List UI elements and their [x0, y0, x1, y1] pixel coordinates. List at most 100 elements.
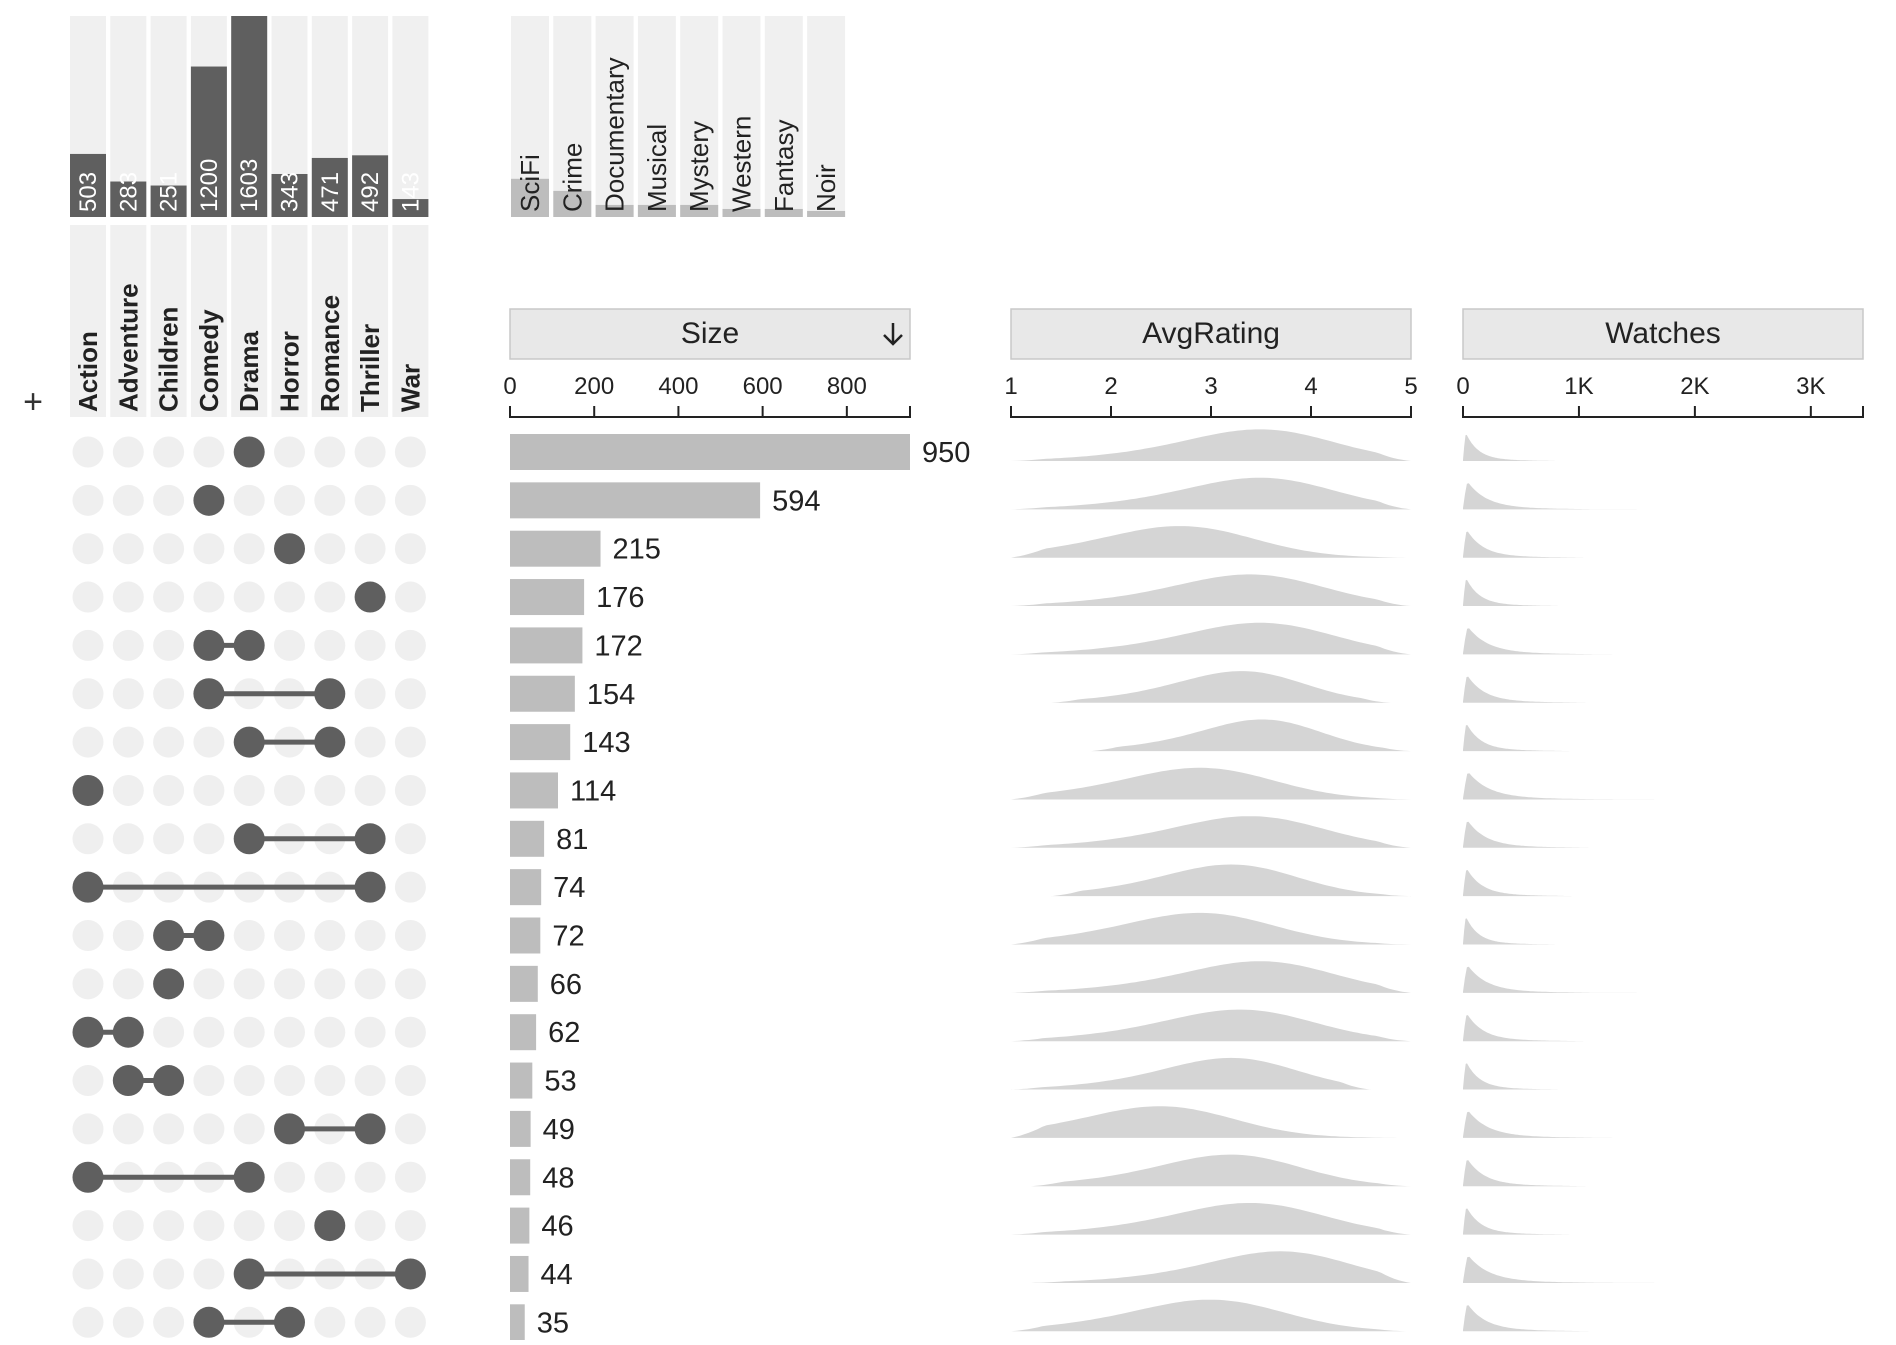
size-bar [510, 1110, 531, 1147]
matrix-dot-horror [274, 1113, 305, 1145]
matrix-dot-empty [274, 436, 305, 468]
set-size-bar-romance [311, 157, 348, 217]
matrix-dot-empty [72, 533, 104, 565]
matrix-dot-empty [314, 1306, 346, 1338]
watches-density [1463, 676, 1619, 703]
matrix-dot-comedy [193, 484, 225, 516]
matrix-dot-empty [314, 1016, 346, 1048]
matrix-dot-romance [314, 726, 346, 758]
size-bar [510, 627, 583, 664]
matrix-dot-empty [354, 774, 386, 806]
matrix-dot-empty [112, 1210, 144, 1242]
set-label-bg-horror [271, 225, 308, 417]
matrix-dot-comedy [193, 920, 225, 951]
axis-tick-label-size-0: 0 [503, 373, 516, 400]
hidden-set-bar-crime [553, 190, 592, 217]
matrix-dot-empty [72, 726, 104, 758]
matrix-dot-empty [153, 1258, 185, 1290]
matrix-dot-empty [394, 678, 426, 710]
set-label-action: Action [73, 331, 103, 412]
matrix-dot-empty [72, 1065, 104, 1097]
avg-rating-density [1011, 622, 1411, 655]
matrix-dot-empty [394, 1016, 426, 1048]
avg-rating-density [1011, 816, 1411, 848]
watches-density [1463, 966, 1637, 993]
matrix-dot-drama [233, 726, 265, 758]
avg-rating-density [1011, 526, 1411, 558]
matrix-dot-empty [354, 968, 386, 1000]
matrix-dot-comedy [193, 1306, 225, 1338]
axis-tick-label-avgrating-4: 4 [1304, 373, 1317, 400]
watches-densities [1463, 434, 1655, 1332]
hidden-set-bg-noir [807, 16, 846, 217]
hidden-set-label-noir: Noir [811, 164, 841, 212]
axis-tick-label-size-600: 600 [743, 373, 783, 400]
matrix-dot-thriller [354, 581, 386, 613]
matrix-dot-empty [394, 1161, 426, 1193]
add-set-button[interactable]: + [23, 383, 43, 421]
watches-density [1463, 434, 1575, 461]
matrix-dot-empty [72, 1258, 104, 1290]
matrix-dot-action [72, 871, 104, 903]
matrix-dot-empty [314, 1065, 346, 1097]
arrow-down-icon [883, 323, 903, 346]
matrix-dot-empty [153, 774, 185, 806]
size-bar-label: 44 [541, 1259, 573, 1291]
matrix-dot-empty [233, 968, 265, 1000]
matrix-dot-romance [314, 678, 346, 710]
size-bar [510, 869, 542, 906]
size-bar [510, 530, 601, 567]
column-axes: 0 200 400 600 800 1 2 3 4 5 0 1K 2K 3K [503, 373, 1864, 418]
avg-rating-densities [1011, 429, 1411, 1332]
axis-tick-label-avgrating-2: 2 [1104, 373, 1117, 400]
matrix-dot-adventure [112, 1016, 144, 1048]
watches-density [1463, 628, 1646, 655]
size-bar [510, 1062, 533, 1099]
avg-rating-density [1051, 864, 1411, 897]
size-bar [510, 724, 571, 761]
matrix-dot-action [72, 774, 104, 806]
axis-tick-label-avgrating-1: 1 [1004, 373, 1017, 400]
hidden-set-bg-mystery [680, 16, 719, 217]
matrix-dot-drama [233, 823, 265, 855]
matrix-dot-drama [233, 1161, 265, 1193]
set-size-bar-horror [271, 173, 308, 217]
hidden-set-bar-noir [807, 210, 846, 217]
hidden-set-bg-musical [637, 16, 676, 217]
size-bar-label: 154 [587, 679, 635, 711]
avg-rating-density [1011, 429, 1411, 461]
matrix-dot-empty [112, 920, 144, 951]
matrix-dot-empty [314, 581, 346, 613]
matrix-dot-empty [354, 920, 386, 951]
matrix-dot-empty [394, 1065, 426, 1097]
hidden-set-label-western: Western [727, 116, 757, 212]
matrix-dot-empty [72, 1210, 104, 1242]
matrix-dot-empty [72, 1306, 104, 1338]
set-label-bg-drama [231, 225, 268, 417]
matrix-dot-empty [193, 774, 225, 806]
matrix-dot-empty [72, 920, 104, 951]
matrix-dot-empty [112, 1306, 144, 1338]
matrix-dot-drama [233, 629, 265, 661]
matrix-dot-empty [233, 484, 265, 516]
matrix-dot-empty [112, 774, 144, 806]
size-bar [510, 675, 575, 712]
matrix-dot-empty [274, 920, 305, 951]
matrix-dot-empty [153, 1210, 185, 1242]
matrix-dot-romance [314, 1210, 346, 1242]
axis-tick-label-watches-3k: 3K [1796, 373, 1825, 400]
hidden-set-bg-documentary [595, 16, 634, 217]
set-label-horror: Horror [275, 331, 305, 412]
avg-rating-density [1011, 1299, 1411, 1332]
axis-tick-label-size-800: 800 [827, 373, 867, 400]
watches-density [1463, 579, 1584, 607]
matrix-dot-empty [394, 581, 426, 613]
hidden-set-bar-mystery [680, 204, 719, 217]
size-bar-label: 72 [552, 921, 584, 953]
matrix-dot-empty [274, 1210, 305, 1242]
matrix-dot-empty [72, 436, 104, 468]
size-bar-label: 49 [543, 1114, 575, 1146]
column-title-size: Size [681, 317, 739, 350]
